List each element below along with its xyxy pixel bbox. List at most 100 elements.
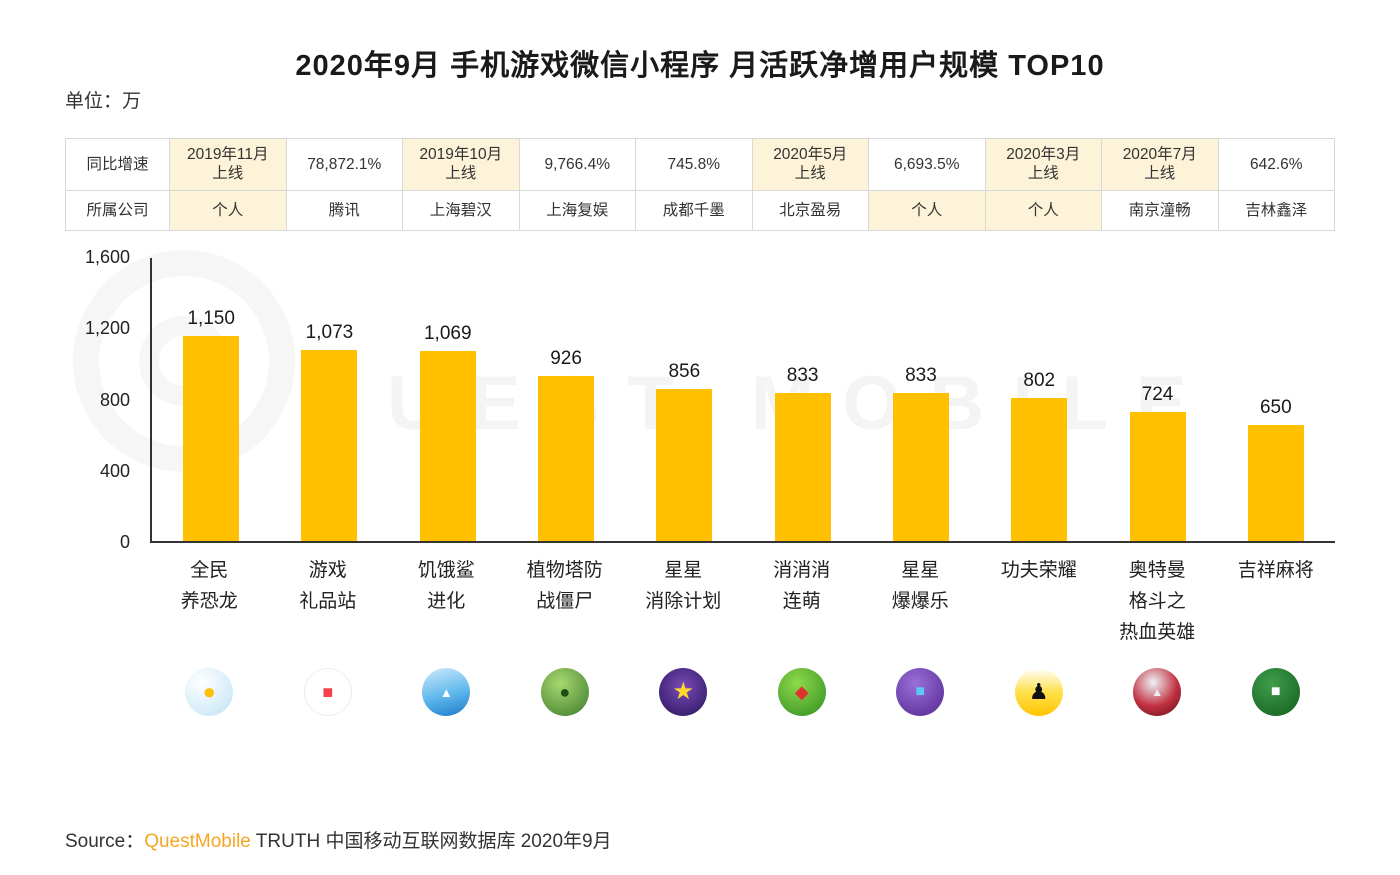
growth-cell-6: 6,693.5%: [869, 139, 986, 191]
bar-1: [301, 350, 358, 541]
app-icon-wrap-1: ■: [269, 668, 388, 716]
bar-value-0: 1,150: [187, 308, 235, 329]
bar-3: [538, 376, 595, 541]
app-icon-wrap-6: ■: [861, 668, 980, 716]
mahjong-game-icon-glyph: ■: [1270, 683, 1281, 700]
bar-column-8: 724: [1098, 258, 1216, 541]
y-tick-0: 0: [119, 532, 130, 552]
bar-2: [419, 351, 476, 541]
bar-column-1: 1,073: [270, 258, 388, 541]
source-rest: TRUTH 中国移动互联网数据库 2020年9月: [250, 831, 612, 852]
unit-label: 单位：万: [65, 91, 142, 112]
bar-value-7: 802: [1023, 370, 1056, 391]
source-brand: QuestMobile: [144, 831, 251, 852]
star-eliminate-icon-glyph: ★: [672, 678, 694, 705]
bar-5: [774, 393, 831, 541]
app-icon-wrap-4: ★: [624, 668, 743, 716]
category-label-5: 消消消 连萌: [773, 560, 831, 612]
bar-value-8: 724: [1141, 384, 1174, 405]
bar-column-2: 1,069: [389, 258, 507, 541]
pvz-game-icon-glyph: ●: [559, 682, 571, 702]
category-label-7: 功夫荣耀: [1000, 560, 1077, 581]
app-icon-wrap-2: ▲: [387, 668, 506, 716]
category-label-0: 全民 养恐龙: [180, 560, 238, 612]
app-icon-wrap-3: ●: [506, 668, 625, 716]
category-label-8: 奥特曼 格斗之 热血英雄: [1119, 560, 1196, 643]
star-eliminate-icon: ★: [659, 668, 708, 716]
bar-value-6: 833: [905, 365, 937, 386]
bar-8: [1129, 412, 1186, 541]
shark-game-icon: ▲: [422, 668, 471, 716]
star-blocks-icon-glyph: ■: [915, 683, 926, 700]
dice-match-icon: ◆: [777, 668, 826, 716]
company-cell-7: 个人: [985, 190, 1102, 231]
row-header-growth: 同比增速: [66, 139, 170, 191]
dino-game-icon-glyph: ●: [202, 679, 216, 704]
plot-area: 1,600 1,200 800 400 0 1,150 1,073 1,069 926 856 8…: [85, 247, 1335, 552]
company-cell-5: 北京盈易: [752, 190, 869, 231]
bar-value-2: 1,069: [423, 323, 472, 344]
page-title: 2020年9月 手机游戏微信小程序 月活跃净增用户规模 TOP10: [295, 50, 1105, 82]
kungfu-game-icon: ♟: [1014, 668, 1063, 716]
bar-value-3: 926: [550, 348, 582, 369]
category-label-9: 吉祥麻将: [1237, 560, 1314, 581]
company-cell-9: 吉林鑫泽: [1218, 190, 1335, 231]
mahjong-game-icon: ■: [1251, 668, 1300, 716]
category-label-6: 星星 爆爆乐: [891, 560, 949, 612]
category-label-2: 饥饿鲨 进化: [417, 560, 475, 612]
y-axis: 1,600 1,200 800 400 0: [56, 247, 142, 552]
growth-cell-9: 642.6%: [1218, 139, 1335, 191]
bar-6: [892, 393, 949, 541]
company-cell-3: 上海复娱: [519, 190, 636, 231]
bar-column-0: 1,150: [152, 258, 270, 541]
bar-chart: QUEST MOBILE 1,600 1,200 800 400 0 1,150 1,07…: [65, 247, 1335, 716]
ultraman-game-icon: ▲: [1133, 668, 1182, 716]
app-icon-wrap-5: ◆: [743, 668, 862, 716]
category-label-3: 植物塔防 战僵尸: [526, 560, 603, 612]
bar-7: [1011, 398, 1068, 541]
comparison-table: 同比增速 2019年11月 上线 78,872.1% 2019年10月 上线 9,766…: [65, 138, 1335, 231]
company-cell-8: 南京潼畅: [1102, 190, 1219, 231]
company-cell-4: 成都千墨: [636, 190, 753, 231]
dice-match-icon-glyph: ◆: [794, 682, 809, 702]
app-icon-wrap-9: ■: [1217, 668, 1336, 716]
category-label-4: 星星 消除计划: [645, 560, 722, 612]
company-cell-6: 个人: [869, 190, 986, 231]
bar-4: [656, 389, 713, 541]
app-icon-wrap-0: ●: [150, 668, 269, 716]
gift-shop-icon: ■: [303, 668, 352, 716]
source-line: Source：QuestMobile TRUTH 中国移动互联网数据库 2020…: [65, 826, 612, 853]
shark-game-icon-glyph: ▲: [439, 684, 453, 700]
bar-value-1: 1,073: [305, 322, 354, 343]
dino-game-icon: ●: [185, 668, 234, 716]
company-cell-2: 上海碧汉: [403, 190, 520, 231]
star-blocks-icon: ■: [896, 668, 945, 716]
category-label-1: 游戏 礼品站: [299, 560, 357, 612]
bar-9: [1247, 425, 1304, 541]
row-header-company: 所属公司: [66, 190, 170, 231]
growth-cell-5: 2020年5月 上线: [752, 139, 869, 191]
bar-column-7: 802: [980, 258, 1098, 541]
bars-container: 1,150 1,073 1,069 926 856 833 833 802 724 650: [152, 258, 1335, 541]
bar-value-5: 833: [786, 365, 819, 386]
bar-column-5: 833: [743, 258, 861, 541]
app-icon-wrap-8: ▲: [1098, 668, 1217, 716]
x-axis-labels: 全民 养恐龙 游戏 礼品站 饥饿鲨 进化 植物塔防 战僵尸 星星 消除计划 消消消 连萌 星…: [150, 555, 1335, 648]
app-icon-wrap-7: ♟: [980, 668, 1099, 716]
ultraman-game-icon-glyph: ▲: [1151, 685, 1164, 699]
growth-cell-3: 9,766.4%: [519, 139, 636, 191]
growth-cell-1: 78,872.1%: [286, 139, 403, 191]
growth-cell-0: 2019年11月 上线: [170, 139, 287, 191]
app-icons-row: ● ■ ▲ ● ★ ◆ ■ ♟ ▲ ■: [150, 668, 1335, 716]
bar-column-4: 856: [625, 258, 743, 541]
company-cell-0: 个人: [170, 190, 287, 231]
source-prefix: Source：: [65, 831, 145, 852]
y-tick-1,600: 1,600: [84, 247, 130, 267]
kungfu-game-icon-glyph: ♟: [1028, 679, 1049, 704]
y-tick-1,200: 1,200: [84, 318, 130, 339]
bar-column-9: 650: [1217, 258, 1335, 541]
company-cell-1: 腾讯: [286, 190, 403, 231]
gift-shop-icon-glyph: ■: [322, 682, 334, 702]
growth-cell-4: 745.8%: [636, 139, 753, 191]
